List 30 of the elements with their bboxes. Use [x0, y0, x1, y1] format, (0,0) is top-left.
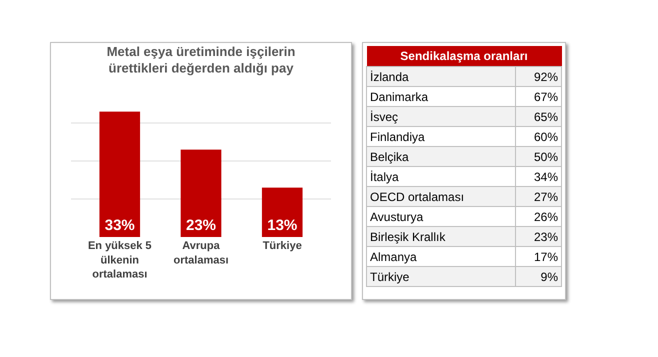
text: Sendikalaşma oranları: [366, 46, 562, 66]
category-label: Almanya: [366, 246, 516, 266]
category-label: OECD ortalaması: [366, 186, 516, 206]
x-tick-label: Avrupa ortalaması: [173, 240, 229, 266]
x-tick-label: Türkiye: [262, 240, 302, 252]
category-label: Avusturya: [366, 206, 516, 226]
text: 34%: [534, 170, 558, 184]
text: 50%: [534, 150, 558, 164]
text: 17%: [534, 250, 558, 264]
text: 60%: [534, 130, 558, 144]
category-label: Türkiye: [366, 266, 516, 286]
category-label: Belçika: [366, 146, 516, 166]
data-label: 13%: [267, 217, 298, 234]
category-label: Birleşik Krallık: [366, 226, 516, 246]
data-label: 33%: [104, 217, 135, 234]
category-label: İzlanda: [366, 66, 516, 86]
category-label: İsveç: [366, 106, 516, 126]
data-label: 23%: [186, 217, 216, 234]
category-label: İtalya: [366, 166, 516, 186]
text: 9%: [540, 270, 558, 284]
text: 67%: [534, 90, 558, 104]
text: 23%: [534, 230, 558, 244]
text: 27%: [534, 190, 558, 204]
chart-title: Metal eşya üretiminde işçilerin ürettikleri değerden aldığı pay: [106, 44, 296, 76]
text: 65%: [534, 110, 558, 124]
category-label: Danimarka: [366, 86, 516, 106]
category-label: Finlandiya: [366, 126, 516, 146]
text: 92%: [534, 70, 558, 84]
x-tick-label: En yüksek 5 ülkenin ortalaması: [88, 240, 152, 281]
text: 26%: [534, 210, 558, 224]
